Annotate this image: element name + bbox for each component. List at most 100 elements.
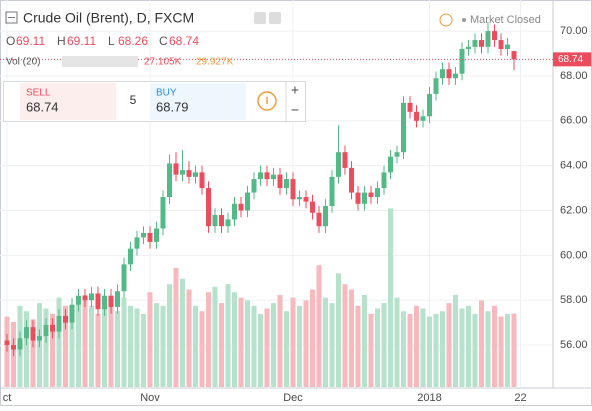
volume-bar xyxy=(505,313,510,387)
volume-bar xyxy=(24,311,29,387)
candle-body xyxy=(30,327,36,341)
buy-button[interactable] xyxy=(150,83,246,120)
y-tick-label: 58.00 xyxy=(560,294,588,306)
volume-bar xyxy=(180,278,185,387)
axis-layer: 56.00 58.00 60.00 62.00 64.00 66.00 68.00 70.00… xyxy=(0,25,591,404)
candle-body xyxy=(134,237,140,249)
volume-bar xyxy=(336,273,341,387)
volume-bar xyxy=(498,316,504,387)
volume-bar xyxy=(225,284,231,387)
volume-bar xyxy=(115,311,120,387)
candle-body xyxy=(108,295,114,307)
candle-body xyxy=(453,73,458,79)
volume-bar xyxy=(251,305,257,387)
volume-bar xyxy=(141,313,146,387)
candle-body xyxy=(505,44,510,50)
y-tick-label: 56.00 xyxy=(560,339,588,351)
volume-bar xyxy=(290,297,296,387)
volume-bar xyxy=(271,303,276,387)
candle-body xyxy=(154,228,159,242)
candle-body xyxy=(147,232,153,242)
candle-body xyxy=(11,345,16,350)
volume-bar xyxy=(355,305,361,387)
candle-body xyxy=(128,248,133,265)
y-tick-label: 68.00 xyxy=(560,70,588,82)
candle-body xyxy=(433,78,439,94)
volume-bar xyxy=(420,308,426,387)
candle-body xyxy=(102,295,107,310)
volume-bar xyxy=(342,284,348,387)
volume-bar xyxy=(63,305,68,387)
candle-body xyxy=(303,197,309,202)
volume-bar xyxy=(511,313,517,387)
candle-body xyxy=(251,179,257,193)
volume-bar xyxy=(121,297,127,387)
volume-value: 27.105K xyxy=(144,57,182,68)
candle-body xyxy=(271,174,276,180)
candle-body xyxy=(63,315,68,323)
volume-bar xyxy=(446,303,452,387)
candle-body xyxy=(427,93,432,117)
settings-icon[interactable] xyxy=(269,12,281,24)
candle-body xyxy=(407,102,413,112)
x-tick-label: ct xyxy=(3,392,12,404)
y-tick-label: 66.00 xyxy=(560,115,588,127)
candle-body xyxy=(258,172,263,180)
volume-bar xyxy=(108,303,114,387)
volume-bar xyxy=(459,308,465,387)
candle-body xyxy=(329,176,335,207)
volume-bar xyxy=(277,294,283,387)
spread: 5 xyxy=(130,93,137,107)
ohlc-value: 69.11 xyxy=(67,34,96,48)
volume-bar xyxy=(245,300,250,387)
ohlc-key: L xyxy=(108,34,115,48)
zoom-in[interactable]: + xyxy=(291,82,299,98)
candle-body xyxy=(362,192,367,204)
candle-body xyxy=(50,324,55,332)
candle-body xyxy=(4,340,10,346)
candle-body xyxy=(401,102,406,153)
eye-icon[interactable] xyxy=(254,12,266,24)
volume-bar xyxy=(69,311,75,387)
ohlc-key: O xyxy=(6,34,15,48)
candle-body xyxy=(219,214,224,227)
volume-bar xyxy=(453,294,458,387)
volume-bar xyxy=(167,284,172,387)
volume-bar xyxy=(186,289,192,387)
candle-body xyxy=(381,172,387,189)
candle-body xyxy=(297,197,302,200)
volume-bar xyxy=(264,308,270,387)
candle-body xyxy=(277,174,283,189)
volume-bar xyxy=(427,316,432,387)
volume-bar xyxy=(297,305,302,387)
volume-bar xyxy=(154,303,159,387)
volume-bar xyxy=(56,297,62,387)
candle-body xyxy=(115,291,120,307)
info-icon[interactable] xyxy=(257,91,277,111)
volume-bar xyxy=(232,292,237,387)
volume-bar xyxy=(30,319,36,387)
collapse-icon[interactable] xyxy=(5,11,18,24)
candle-body xyxy=(446,69,452,79)
volume-bar xyxy=(206,292,211,387)
volume-bar xyxy=(414,305,419,387)
zoom-out[interactable]: − xyxy=(291,102,299,118)
volume-bar xyxy=(492,305,497,387)
candle-body xyxy=(193,172,198,177)
ohlc-value: 69.11 xyxy=(16,34,45,48)
volume-bar xyxy=(433,313,439,387)
volume-bar xyxy=(4,316,10,387)
candle-body xyxy=(310,201,315,213)
candle-body xyxy=(264,172,270,180)
sell-button[interactable] xyxy=(20,83,116,120)
volume-ma-value: 29.927K xyxy=(196,57,234,68)
volume-bar xyxy=(199,311,205,387)
candle-body xyxy=(479,40,484,47)
volume-bar xyxy=(394,297,400,387)
candle-body xyxy=(225,219,231,227)
volume-icons[interactable] xyxy=(62,56,138,67)
volume-bar xyxy=(95,313,101,387)
candle-body xyxy=(466,46,471,50)
x-tick-label: 2018 xyxy=(417,392,441,404)
